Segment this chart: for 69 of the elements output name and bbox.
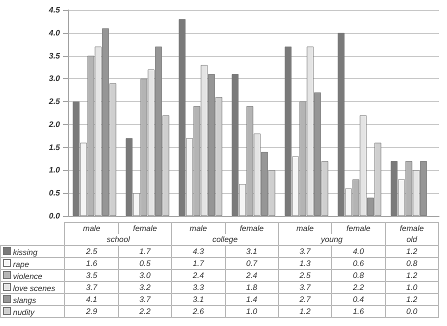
data-label: 0.5 [118, 258, 172, 270]
data-label: 4.0 [332, 246, 386, 258]
data-label: 2.2 [332, 282, 386, 294]
data-label: 3.5 [64, 270, 118, 282]
data-label: 1.8 [225, 282, 278, 294]
y-tick-label: 2.0 [48, 120, 61, 129]
data-label: 2.6 [172, 306, 226, 318]
data-label: 2.7 [278, 294, 332, 306]
data-label: 1.6 [64, 258, 118, 270]
x-tick-label: female [385, 222, 438, 234]
x-tick-label: female [332, 222, 386, 234]
data-label: 3.3 [172, 282, 226, 294]
x-tick-label: male [172, 222, 226, 234]
y-tick-label: 1.5 [48, 142, 61, 152]
y-tick-label: 2.5 [48, 97, 61, 106]
data-label: 2.2 [118, 306, 172, 318]
x-tick-label: female [225, 222, 278, 234]
data-label: 4.1 [64, 294, 118, 306]
x-tick-label: male [64, 222, 118, 234]
data-label: 0.0 [385, 306, 438, 318]
y-tick-label: 3.5 [48, 51, 61, 60]
y-tick-label: 0.5 [48, 188, 61, 198]
data-label: 3.1 [172, 294, 226, 306]
data-label: 1.6 [332, 306, 386, 318]
legend-label: nudity [0, 306, 65, 318]
data-label: 0.8 [332, 270, 386, 282]
data-label: 3.7 [118, 294, 172, 306]
text: college [172, 234, 278, 246]
data-label: 1.4 [225, 294, 278, 306]
data-label: 2.4 [172, 270, 226, 282]
data-label: 1.2 [385, 246, 438, 258]
data-label: 3.7 [64, 282, 118, 294]
data-label: 1.7 [118, 246, 172, 258]
data-label: 1.2 [385, 270, 438, 282]
data-label: 0.8 [385, 258, 438, 270]
data-label: 1.0 [385, 282, 438, 294]
text: school [64, 234, 172, 246]
data-label: 0.7 [225, 258, 278, 270]
data-label: 1.7 [172, 258, 226, 270]
y-tick-label: 0.0 [48, 212, 61, 220]
data-label: 3.0 [118, 270, 172, 282]
legend-label: slangs [0, 294, 65, 306]
legend-label: violence [0, 270, 65, 282]
text: young [278, 234, 386, 246]
data-label: 3.7 [278, 282, 332, 294]
x-tick-label: male [278, 222, 332, 234]
y-tick-label: 4.5 [48, 6, 61, 14]
legend-label: love scenes [0, 282, 65, 294]
data-label: 2.5 [278, 270, 332, 282]
y-tick-label: 4.0 [48, 28, 61, 38]
data-label: 2.4 [225, 270, 278, 282]
legend-label: kissing [0, 246, 65, 258]
y-tick-label: 3.0 [48, 74, 61, 84]
data-label: 3.2 [118, 282, 172, 294]
data-label: 1.0 [225, 306, 278, 318]
data-label: 0.6 [332, 258, 386, 270]
y-tick-label: 1.0 [48, 166, 61, 175]
legend-label: rape [0, 258, 65, 270]
data-label: 1.3 [278, 258, 332, 270]
text: old [385, 234, 438, 246]
data-label: 1.2 [385, 294, 438, 306]
data-label: 2.9 [64, 306, 118, 318]
data-label: 2.5 [64, 246, 118, 258]
x-tick-label: female [118, 222, 172, 234]
data-label: 1.2 [278, 306, 332, 318]
data-label: 3.1 [225, 246, 278, 258]
data-label: 0.4 [332, 294, 386, 306]
data-label: 3.7 [278, 246, 332, 258]
data-label: 4.3 [172, 246, 226, 258]
